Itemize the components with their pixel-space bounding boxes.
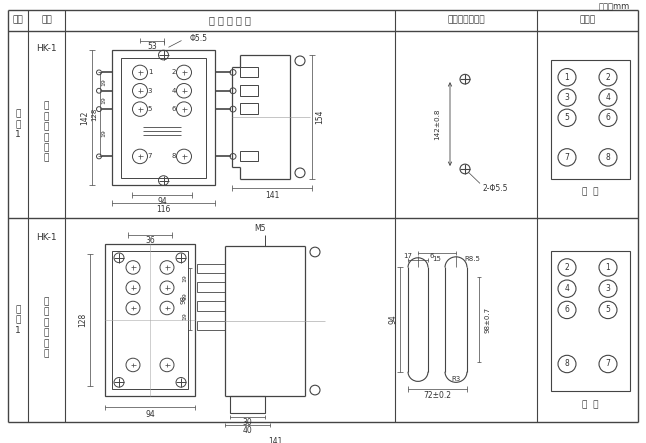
Bar: [197, 321, 225, 330]
Text: 94: 94: [388, 315, 397, 324]
Text: 端子图: 端子图: [579, 16, 596, 25]
Text: 安装开孔尺寸图: 安装开孔尺寸图: [447, 16, 484, 25]
Text: 外 形 尺 寸 图: 外 形 尺 寸 图: [209, 15, 251, 25]
Text: 2: 2: [565, 263, 569, 272]
Text: 5: 5: [565, 113, 569, 122]
Bar: [112, 50, 215, 185]
Text: 7: 7: [565, 153, 569, 162]
Bar: [240, 85, 258, 96]
Text: 6: 6: [172, 106, 176, 112]
Text: 8: 8: [606, 153, 610, 162]
Text: 前  视: 前 视: [582, 188, 599, 197]
Text: 2: 2: [172, 70, 176, 75]
Text: 72±0.2: 72±0.2: [424, 391, 452, 400]
Text: 19: 19: [183, 292, 187, 300]
Text: 3: 3: [565, 93, 569, 102]
Text: 94: 94: [145, 410, 155, 419]
Text: 2-Φ5.5: 2-Φ5.5: [483, 184, 508, 193]
Bar: [551, 60, 630, 179]
Text: 19: 19: [101, 129, 107, 137]
Text: 附
图
1: 附 图 1: [15, 110, 21, 140]
Text: 5: 5: [605, 305, 610, 315]
Bar: [240, 66, 258, 77]
Text: 4: 4: [565, 284, 569, 293]
Bar: [230, 396, 265, 413]
Text: 1: 1: [565, 73, 569, 82]
Bar: [240, 103, 258, 114]
Bar: [197, 282, 225, 291]
Text: 结构: 结构: [41, 16, 52, 25]
Bar: [112, 251, 188, 389]
Text: 142±0.8: 142±0.8: [434, 109, 440, 140]
Text: 30: 30: [243, 418, 253, 427]
Text: 53: 53: [147, 42, 156, 51]
Text: 7: 7: [148, 153, 152, 159]
Text: 128: 128: [79, 313, 87, 327]
Bar: [197, 264, 225, 273]
Text: 凸
出
式
前
接
线: 凸 出 式 前 接 线: [44, 102, 49, 163]
Text: 1: 1: [606, 263, 610, 272]
Text: 40: 40: [243, 426, 253, 435]
Bar: [551, 251, 630, 391]
Text: 图号: 图号: [13, 16, 23, 25]
Text: 19: 19: [101, 96, 107, 104]
Text: 17: 17: [404, 253, 413, 259]
Text: 1: 1: [148, 70, 152, 75]
Text: 2: 2: [606, 73, 610, 82]
Text: 94: 94: [157, 197, 167, 206]
Text: 6: 6: [430, 253, 434, 259]
Text: 3: 3: [148, 88, 152, 94]
Text: 6: 6: [565, 305, 569, 315]
Text: 6: 6: [605, 113, 610, 122]
Text: 单位：mm: 单位：mm: [599, 2, 630, 11]
Text: 19: 19: [101, 78, 107, 85]
Text: 19: 19: [183, 312, 187, 320]
Text: 4: 4: [605, 93, 610, 102]
Text: R8.5: R8.5: [464, 256, 480, 262]
Text: 142: 142: [81, 111, 90, 125]
Text: Φ5.5: Φ5.5: [189, 34, 207, 43]
Text: 128: 128: [91, 108, 97, 121]
Text: 5: 5: [148, 106, 152, 112]
Text: 附
图
1: 附 图 1: [15, 305, 21, 335]
Text: 116: 116: [156, 205, 171, 214]
Bar: [240, 151, 258, 161]
Text: 98±0.7: 98±0.7: [484, 307, 490, 333]
Text: 98: 98: [180, 295, 186, 304]
Text: 15: 15: [433, 256, 441, 262]
Text: 背  视: 背 视: [582, 400, 599, 409]
Bar: [121, 58, 206, 178]
Text: 8: 8: [565, 360, 569, 369]
Text: 4: 4: [172, 88, 176, 94]
Text: 3: 3: [605, 284, 610, 293]
Text: 19: 19: [183, 274, 187, 281]
Text: R3: R3: [452, 377, 461, 382]
Text: 141: 141: [268, 437, 282, 443]
Text: 7: 7: [605, 360, 610, 369]
Text: HK-1: HK-1: [36, 233, 57, 242]
Text: 8: 8: [172, 153, 176, 159]
Text: 凸
出
式
后
接
线: 凸 出 式 后 接 线: [44, 297, 49, 358]
Text: M5: M5: [255, 224, 266, 233]
Bar: [197, 301, 225, 311]
Text: 36: 36: [145, 236, 155, 245]
Text: 154: 154: [315, 109, 324, 124]
Text: 141: 141: [265, 190, 279, 199]
Text: HK-1: HK-1: [36, 44, 57, 53]
Bar: [105, 244, 195, 396]
